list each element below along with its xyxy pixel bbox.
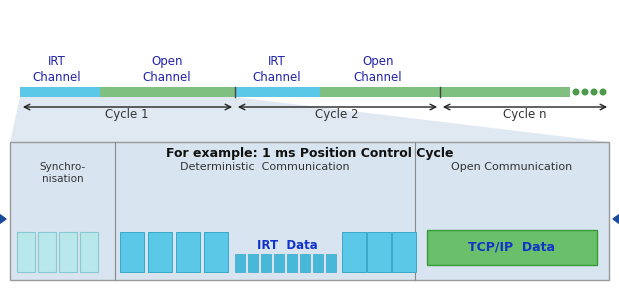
Text: IRT  Data: IRT Data: [257, 239, 318, 252]
Bar: [59, 232, 77, 272]
Bar: [204, 232, 228, 272]
Bar: [10, 142, 609, 280]
Bar: [287, 254, 297, 272]
Bar: [148, 232, 172, 272]
Bar: [120, 232, 144, 272]
Polygon shape: [10, 97, 609, 142]
Text: Cycle 1: Cycle 1: [105, 108, 149, 121]
Text: IRT
Channel: IRT Channel: [33, 55, 81, 84]
Bar: [100, 87, 235, 97]
Bar: [235, 254, 245, 272]
Text: Deterministic  Communication: Deterministic Communication: [180, 162, 350, 172]
Circle shape: [600, 89, 606, 95]
Bar: [313, 254, 323, 272]
Bar: [274, 254, 284, 272]
Circle shape: [582, 89, 588, 95]
FancyArrow shape: [0, 209, 6, 229]
Text: Open Communication: Open Communication: [451, 162, 573, 172]
Bar: [326, 254, 336, 272]
Bar: [248, 254, 258, 272]
Bar: [300, 254, 310, 272]
Text: Cycle 2: Cycle 2: [315, 108, 359, 121]
Bar: [176, 232, 200, 272]
Text: Open
Channel: Open Channel: [353, 55, 402, 84]
Bar: [80, 232, 98, 272]
Bar: [235, 87, 320, 97]
Bar: [20, 87, 100, 97]
Bar: [17, 232, 35, 272]
Bar: [320, 87, 440, 97]
Bar: [427, 230, 597, 265]
Bar: [367, 232, 391, 272]
Circle shape: [573, 89, 579, 95]
Text: Open
Channel: Open Channel: [143, 55, 191, 84]
Text: IRT
Channel: IRT Channel: [253, 55, 301, 84]
Text: TCP/IP  Data: TCP/IP Data: [469, 241, 555, 254]
Text: Cycle n: Cycle n: [503, 108, 547, 121]
FancyArrow shape: [613, 209, 619, 229]
Text: Synchro-
nisation: Synchro- nisation: [40, 162, 85, 184]
Circle shape: [591, 89, 597, 95]
Bar: [342, 232, 366, 272]
Text: For example: 1 ms Position Control Cycle: For example: 1 ms Position Control Cycle: [166, 147, 453, 160]
Bar: [392, 232, 416, 272]
Bar: [38, 232, 56, 272]
Bar: [440, 87, 570, 97]
Bar: [261, 254, 271, 272]
